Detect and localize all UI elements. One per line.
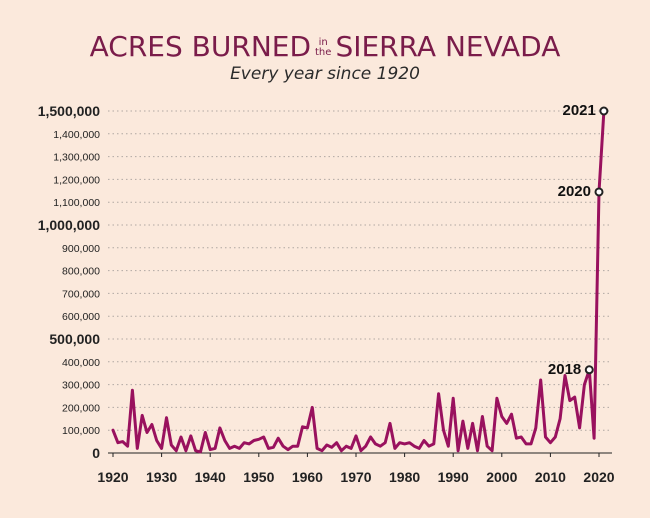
y-tick-label: 0	[92, 445, 100, 461]
x-tick-label: 1980	[389, 469, 420, 485]
y-tick-label: 300,000	[62, 380, 100, 392]
y-tick-label: 1,300,000	[53, 152, 100, 164]
series-line	[111, 109, 606, 454]
y-tick-label: 600,000	[62, 311, 100, 323]
y-tick-label: 100,000	[62, 425, 100, 437]
title-small-the: the	[315, 47, 332, 58]
y-tick-label: 1,500,000	[38, 103, 100, 119]
y-tick-label: 1,200,000	[53, 174, 100, 186]
y-tick-label: 900,000	[62, 243, 100, 255]
y-tick-label: 1,100,000	[53, 197, 100, 209]
y-tick-label: 1,400,000	[53, 129, 100, 141]
y-tick-label: 700,000	[62, 288, 100, 300]
title-small-in: in	[318, 37, 328, 48]
title-part-1: ACRES BURNED	[89, 30, 312, 63]
title-connector: in the	[315, 38, 331, 58]
annotation-point	[599, 106, 609, 116]
x-tick-label: 1920	[97, 469, 128, 485]
annotation-label: 2018	[548, 361, 581, 378]
annotation-label: 2021	[562, 102, 595, 119]
x-tick-label: 1960	[292, 469, 323, 485]
y-tick-label: 400,000	[62, 357, 100, 369]
annotation-point	[594, 187, 604, 197]
x-tick-label: 2010	[535, 469, 566, 485]
y-tick-label: 800,000	[62, 266, 100, 278]
y-tick-label: 1,000,000	[38, 217, 100, 233]
chart-subtitle: Every year since 1920	[230, 64, 420, 84]
x-tick-label: 2020	[583, 469, 614, 485]
x-tick-label: 1970	[340, 469, 371, 485]
y-tick-label: 200,000	[62, 402, 100, 414]
chart-title: ACRES BURNED in the SIERRA NEVADA	[0, 30, 650, 63]
y-tick-label: 500,000	[49, 331, 100, 347]
annotation-label: 2020	[558, 183, 591, 200]
x-tick-label: 1940	[195, 469, 226, 485]
title-part-2: SIERRA NEVADA	[335, 30, 561, 63]
x-tick-label: 2000	[486, 469, 517, 485]
annotation-point	[584, 365, 594, 375]
x-tick-label: 1950	[243, 469, 274, 485]
x-tick-label: 1990	[438, 469, 469, 485]
x-tick-label: 1930	[146, 469, 177, 485]
